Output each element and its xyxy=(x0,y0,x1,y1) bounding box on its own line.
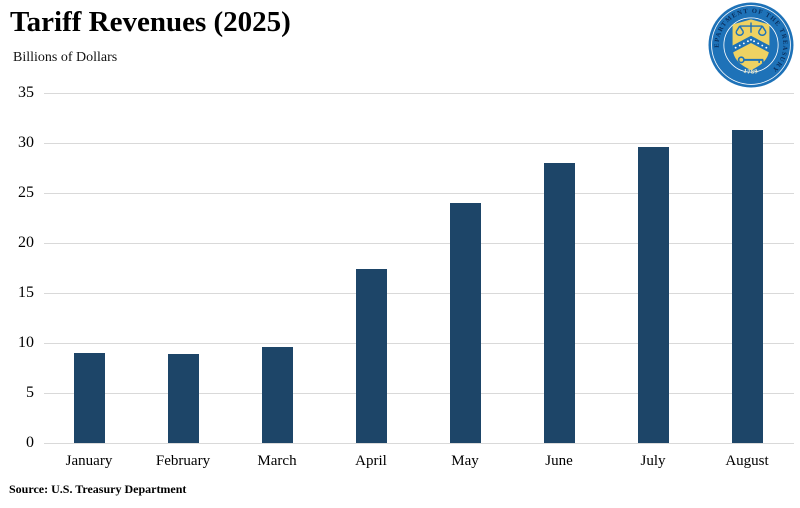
seal-chevron xyxy=(732,35,770,53)
y-tick-label: 10 xyxy=(18,334,34,351)
bar-march xyxy=(261,347,293,443)
y-tick-label: 5 xyxy=(26,384,34,401)
seal-outer-ring xyxy=(711,5,791,85)
x-axis: January February March April May June July Augu… xyxy=(42,451,794,473)
x-tick-label: March xyxy=(257,453,297,469)
seal-inner-ring xyxy=(723,17,779,73)
plot-area xyxy=(42,92,794,444)
y-tick-label: 30 xyxy=(18,134,34,151)
source-note: Source: U.S. Treasury Department xyxy=(9,482,187,496)
bar-may xyxy=(449,203,481,443)
x-tick-label: February xyxy=(155,453,211,469)
x-tick-label: August xyxy=(725,453,769,469)
gridline xyxy=(44,242,794,244)
gridline xyxy=(44,192,794,194)
bar-july xyxy=(637,147,669,443)
bar-january xyxy=(73,353,105,443)
x-tick-label: July xyxy=(640,453,666,469)
y-tick-label: 0 xyxy=(26,434,34,451)
gridline xyxy=(44,92,794,94)
seal-key-icon xyxy=(737,56,764,64)
x-tick-label: January xyxy=(65,453,113,469)
seal-scales-icon xyxy=(735,22,767,36)
seal-year: 1789 xyxy=(743,69,759,76)
y-tick-label: 25 xyxy=(18,184,34,201)
gridline xyxy=(44,142,794,144)
gridline xyxy=(44,342,794,344)
bar-february xyxy=(167,354,199,443)
gridline xyxy=(44,292,794,294)
x-tick-label: May xyxy=(451,453,479,469)
gridline xyxy=(44,442,794,444)
gridline xyxy=(44,392,794,394)
bar-april xyxy=(355,269,387,443)
bar-june xyxy=(543,163,575,443)
treasury-seal-icon: THE DEPARTMENT OF THE TREASURY xyxy=(708,2,794,88)
x-tick-label: June xyxy=(545,453,573,469)
y-tick-label: 20 xyxy=(18,234,34,251)
bar-august xyxy=(731,130,763,443)
y-tick-label: 15 xyxy=(18,284,34,301)
page-title: Tariff Revenues (2025) xyxy=(10,6,291,38)
y-axis: 0 5 10 15 20 25 30 35 xyxy=(0,84,36,451)
y-tick-label: 35 xyxy=(18,84,34,101)
chart-subtitle: Billions of Dollars xyxy=(13,50,118,65)
x-tick-label: April xyxy=(355,453,387,469)
